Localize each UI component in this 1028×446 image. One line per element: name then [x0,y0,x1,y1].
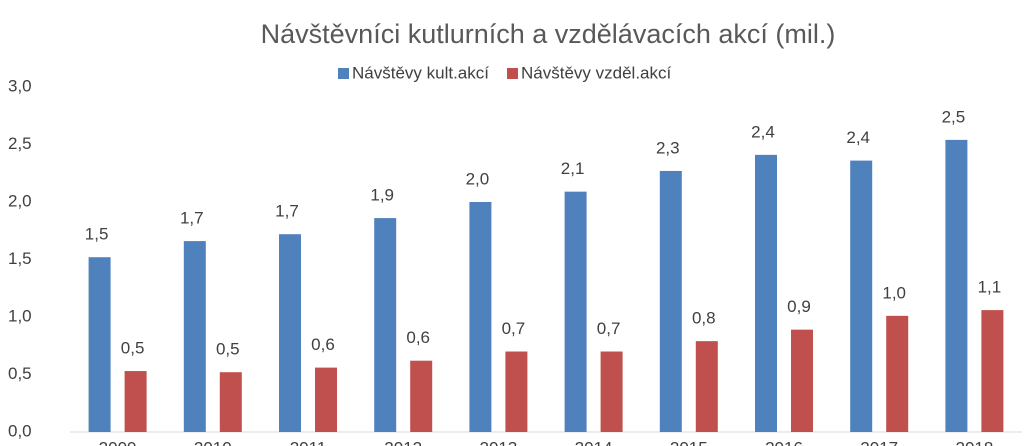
bar [886,315,909,432]
bar [124,371,147,432]
x-tick-label: 2016 [765,438,803,446]
bar [564,191,587,432]
bar [88,257,111,432]
y-tick-label: 2,0 [8,191,32,210]
x-tick-label: 2014 [575,438,613,446]
bar [755,154,777,432]
y-tick-label: 0,0 [8,421,32,440]
value-label: 0,6 [311,335,335,354]
x-tick-label: 2018 [955,438,993,446]
value-label: 2,1 [561,159,585,178]
legend-label: Návštěvy vzděl.akcí [521,63,671,82]
value-label: 1,7 [275,202,299,221]
value-label: 2,0 [466,169,490,188]
y-tick-label: 1,5 [8,249,32,268]
x-tick-label: 2011 [290,438,327,446]
value-label: 2,4 [846,128,870,147]
x-tick-label: 2013 [479,438,517,446]
x-tick-label: 2009 [99,438,137,446]
value-label: 0,9 [787,297,811,316]
bar [183,241,206,432]
bar [981,310,1004,432]
legend-label: Návštěvy kult.akcí [352,63,489,82]
legend-swatch [338,68,349,79]
value-label: 1,1 [978,278,1002,297]
x-tick-label: 2017 [860,438,898,446]
bar [315,367,337,432]
x-tick-label: 2012 [384,438,422,446]
value-label: 2,5 [942,107,966,126]
bar [659,170,682,432]
bar [695,341,718,432]
value-label: 1,9 [370,186,394,205]
bar [279,234,301,432]
bar [505,351,528,432]
value-label: 0,8 [692,309,716,328]
y-tick-label: 3,0 [8,76,32,95]
bar [945,139,968,432]
y-tick-label: 0,5 [8,364,32,383]
value-label: 1,0 [882,283,906,302]
value-label: 0,5 [121,339,145,358]
value-label: 0,6 [406,328,430,347]
y-tick-label: 2,5 [8,134,32,153]
legend-swatch [507,68,518,79]
value-label: 1,5 [85,225,109,244]
bar [410,360,433,432]
bar [791,329,813,432]
x-tick-label: 2010 [194,438,232,446]
bar [600,351,623,432]
chart-title: Návštěvníci kutlurních a vzdělávacích ak… [261,19,836,49]
value-label: 1,7 [180,209,204,228]
bar [469,202,492,432]
bar [374,218,397,432]
bar [850,160,873,432]
x-tick-label: 2015 [670,438,708,446]
value-label: 0,7 [597,319,621,338]
value-label: 0,7 [502,319,526,338]
value-label: 2,4 [751,122,775,141]
value-label: 0,5 [216,340,240,359]
bar [219,372,242,432]
y-tick-label: 1,0 [8,306,32,325]
value-label: 2,3 [656,138,680,157]
